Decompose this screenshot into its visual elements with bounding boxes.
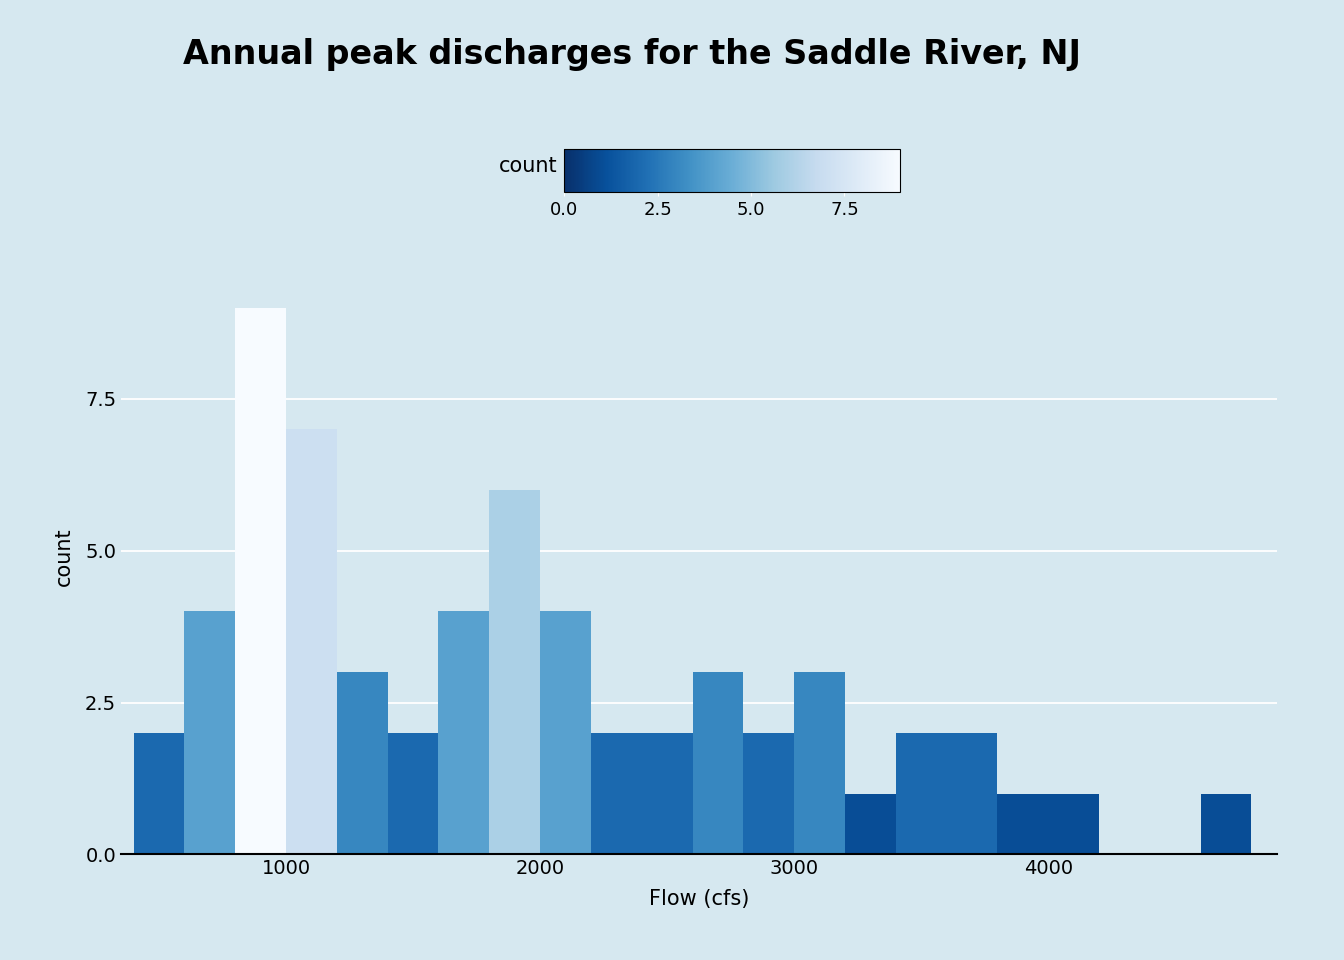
- Bar: [438, 612, 489, 854]
- Text: Annual peak discharges for the Saddle River, NJ: Annual peak discharges for the Saddle Ri…: [183, 38, 1081, 71]
- Bar: [286, 429, 337, 854]
- Bar: [540, 612, 591, 854]
- Bar: [184, 612, 235, 854]
- Bar: [692, 672, 743, 854]
- Bar: [997, 794, 1048, 854]
- Bar: [845, 794, 895, 854]
- Bar: [946, 732, 997, 854]
- Bar: [337, 672, 387, 854]
- Bar: [489, 490, 540, 854]
- Bar: [794, 672, 845, 854]
- Bar: [1200, 794, 1251, 854]
- Bar: [641, 732, 692, 854]
- Text: count: count: [499, 156, 558, 176]
- Bar: [133, 732, 184, 854]
- Bar: [591, 732, 641, 854]
- Bar: [895, 732, 946, 854]
- Bar: [387, 732, 438, 854]
- X-axis label: Flow (cfs): Flow (cfs): [649, 889, 749, 909]
- Bar: [1048, 794, 1099, 854]
- Y-axis label: count: count: [54, 527, 74, 587]
- Bar: [235, 308, 286, 854]
- Bar: [743, 732, 794, 854]
